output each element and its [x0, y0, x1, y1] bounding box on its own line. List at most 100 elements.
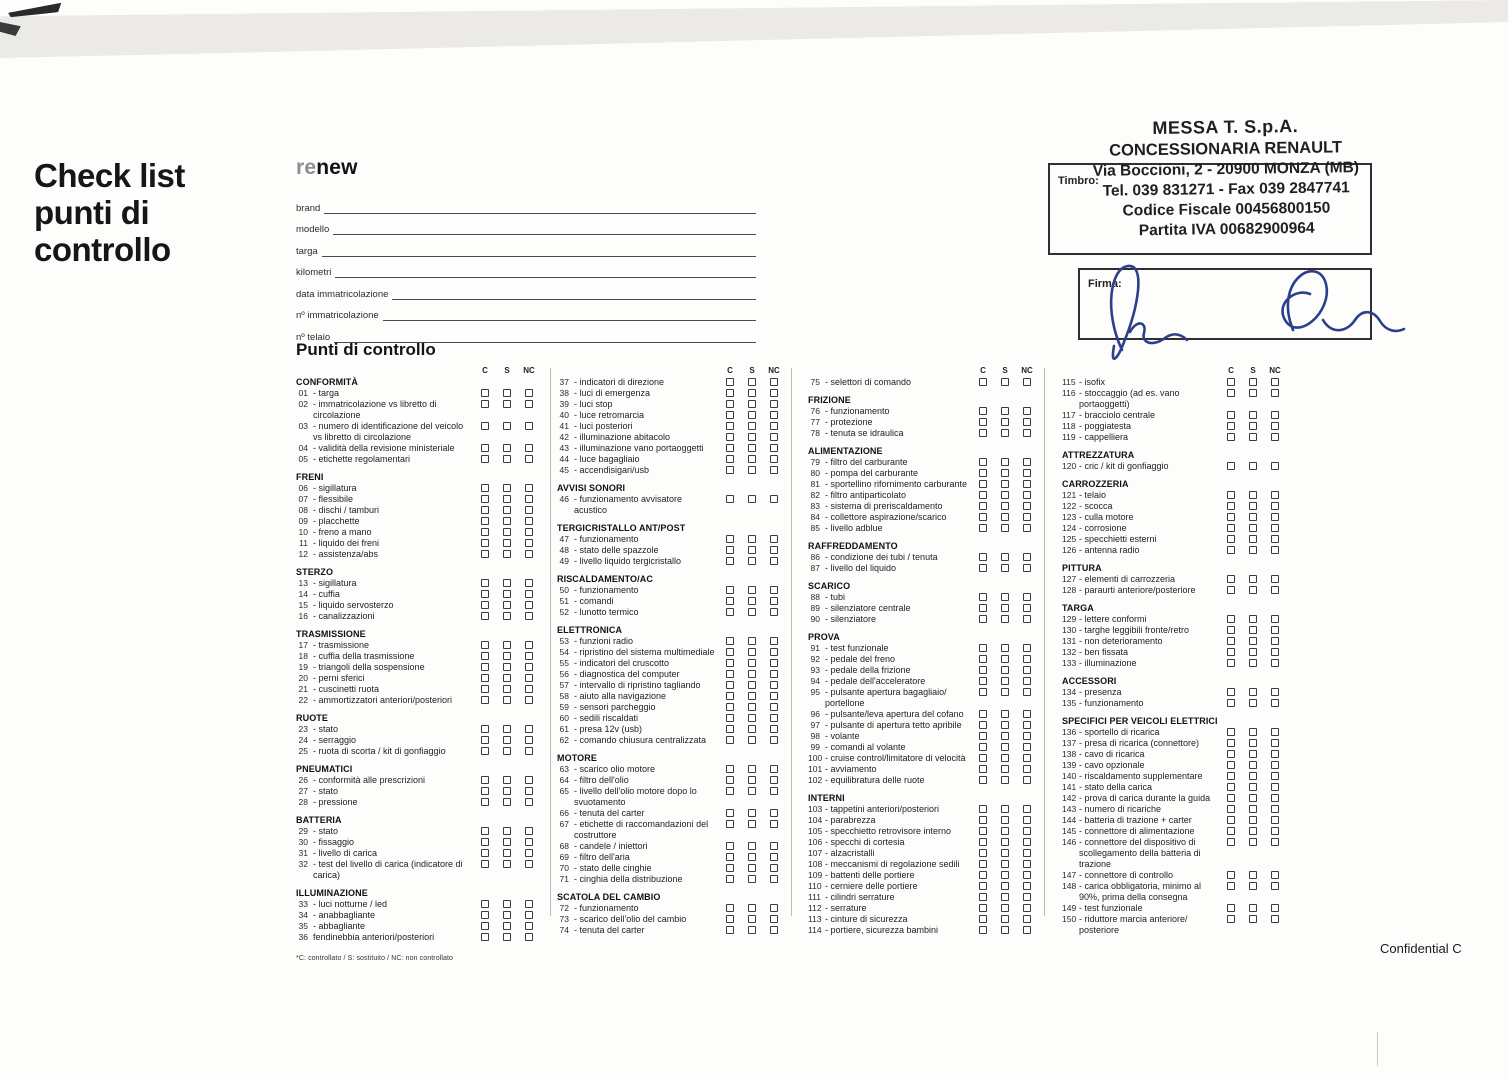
checkbox-s[interactable]	[1001, 524, 1009, 532]
checkbox-s[interactable]	[1249, 411, 1257, 419]
checkbox-nc[interactable]	[1023, 666, 1031, 674]
checkbox-nc[interactable]	[1023, 838, 1031, 846]
checkbox-s[interactable]	[1249, 502, 1257, 510]
checkbox-s[interactable]	[503, 849, 511, 857]
checkbox-c[interactable]	[979, 926, 987, 934]
checkbox-s[interactable]	[748, 670, 756, 678]
checkbox-c[interactable]	[726, 659, 734, 667]
checkbox-nc[interactable]	[1271, 648, 1279, 656]
checkbox-c[interactable]	[726, 926, 734, 934]
checkbox-nc[interactable]	[770, 776, 778, 784]
checkbox-c[interactable]	[1227, 915, 1235, 923]
checkbox-c[interactable]	[979, 904, 987, 912]
checkbox-c[interactable]	[1227, 688, 1235, 696]
checkbox-nc[interactable]	[525, 725, 533, 733]
checkbox-nc[interactable]	[1023, 688, 1031, 696]
checkbox-s[interactable]	[503, 725, 511, 733]
checkbox-s[interactable]	[503, 484, 511, 492]
checkbox-s[interactable]	[1249, 433, 1257, 441]
checkbox-c[interactable]	[979, 805, 987, 813]
checkbox-s[interactable]	[503, 612, 511, 620]
checkbox-c[interactable]	[481, 798, 489, 806]
checkbox-nc[interactable]	[770, 681, 778, 689]
checkbox-c[interactable]	[979, 838, 987, 846]
checkbox-s[interactable]	[1001, 743, 1009, 751]
checkbox-s[interactable]	[1249, 659, 1257, 667]
checkbox-s[interactable]	[503, 601, 511, 609]
checkbox-nc[interactable]	[1023, 765, 1031, 773]
form-field-line[interactable]	[321, 245, 756, 257]
checkbox-s[interactable]	[748, 904, 756, 912]
checkbox-c[interactable]	[726, 670, 734, 678]
checkbox-s[interactable]	[748, 864, 756, 872]
checkbox-c[interactable]	[726, 915, 734, 923]
checkbox-s[interactable]	[1249, 462, 1257, 470]
checkbox-s[interactable]	[1001, 871, 1009, 879]
checkbox-nc[interactable]	[770, 444, 778, 452]
checkbox-nc[interactable]	[525, 612, 533, 620]
checkbox-c[interactable]	[726, 765, 734, 773]
checkbox-nc[interactable]	[525, 506, 533, 514]
checkbox-nc[interactable]	[770, 535, 778, 543]
checkbox-nc[interactable]	[770, 714, 778, 722]
checkbox-s[interactable]	[1001, 805, 1009, 813]
checkbox-nc[interactable]	[525, 400, 533, 408]
checkbox-c[interactable]	[1227, 411, 1235, 419]
checkbox-nc[interactable]	[770, 725, 778, 733]
checkbox-c[interactable]	[481, 484, 489, 492]
checkbox-nc[interactable]	[1023, 882, 1031, 890]
checkbox-c[interactable]	[979, 710, 987, 718]
checkbox-s[interactable]	[1249, 915, 1257, 923]
checkbox-c[interactable]	[1227, 659, 1235, 667]
checkbox-s[interactable]	[1001, 407, 1009, 415]
checkbox-c[interactable]	[1227, 838, 1235, 846]
checkbox-nc[interactable]	[525, 495, 533, 503]
checkbox-s[interactable]	[1249, 615, 1257, 623]
checkbox-c[interactable]	[979, 480, 987, 488]
checkbox-c[interactable]	[726, 422, 734, 430]
checkbox-nc[interactable]	[1271, 838, 1279, 846]
checkbox-c[interactable]	[481, 827, 489, 835]
checkbox-s[interactable]	[1249, 575, 1257, 583]
checkbox-s[interactable]	[748, 787, 756, 795]
checkbox-nc[interactable]	[1023, 615, 1031, 623]
checkbox-nc[interactable]	[525, 389, 533, 397]
checkbox-s[interactable]	[1001, 418, 1009, 426]
checkbox-nc[interactable]	[1271, 626, 1279, 634]
checkbox-c[interactable]	[1227, 502, 1235, 510]
checkbox-s[interactable]	[1249, 491, 1257, 499]
checkbox-c[interactable]	[979, 502, 987, 510]
checkbox-c[interactable]	[481, 444, 489, 452]
checkbox-c[interactable]	[481, 787, 489, 795]
checkbox-s[interactable]	[1001, 827, 1009, 835]
checkbox-nc[interactable]	[770, 455, 778, 463]
checkbox-c[interactable]	[481, 422, 489, 430]
checkbox-s[interactable]	[1001, 838, 1009, 846]
checkbox-c[interactable]	[1227, 462, 1235, 470]
checkbox-nc[interactable]	[770, 637, 778, 645]
checkbox-s[interactable]	[748, 466, 756, 474]
checkbox-s[interactable]	[1001, 765, 1009, 773]
checkbox-nc[interactable]	[525, 776, 533, 784]
checkbox-s[interactable]	[748, 809, 756, 817]
checkbox-c[interactable]	[481, 389, 489, 397]
checkbox-s[interactable]	[1249, 535, 1257, 543]
checkbox-s[interactable]	[1249, 586, 1257, 594]
checkbox-c[interactable]	[726, 455, 734, 463]
checkbox-nc[interactable]	[1271, 739, 1279, 747]
checkbox-nc[interactable]	[1023, 469, 1031, 477]
checkbox-nc[interactable]	[1271, 502, 1279, 510]
checkbox-c[interactable]	[481, 601, 489, 609]
checkbox-nc[interactable]	[525, 579, 533, 587]
checkbox-c[interactable]	[979, 860, 987, 868]
checkbox-s[interactable]	[748, 875, 756, 883]
checkbox-nc[interactable]	[1271, 546, 1279, 554]
checkbox-nc[interactable]	[1023, 378, 1031, 386]
form-field-line[interactable]	[392, 288, 756, 300]
checkbox-c[interactable]	[481, 663, 489, 671]
checkbox-nc[interactable]	[525, 900, 533, 908]
checkbox-nc[interactable]	[1023, 593, 1031, 601]
checkbox-s[interactable]	[503, 579, 511, 587]
checkbox-c[interactable]	[979, 666, 987, 674]
checkbox-nc[interactable]	[1271, 513, 1279, 521]
